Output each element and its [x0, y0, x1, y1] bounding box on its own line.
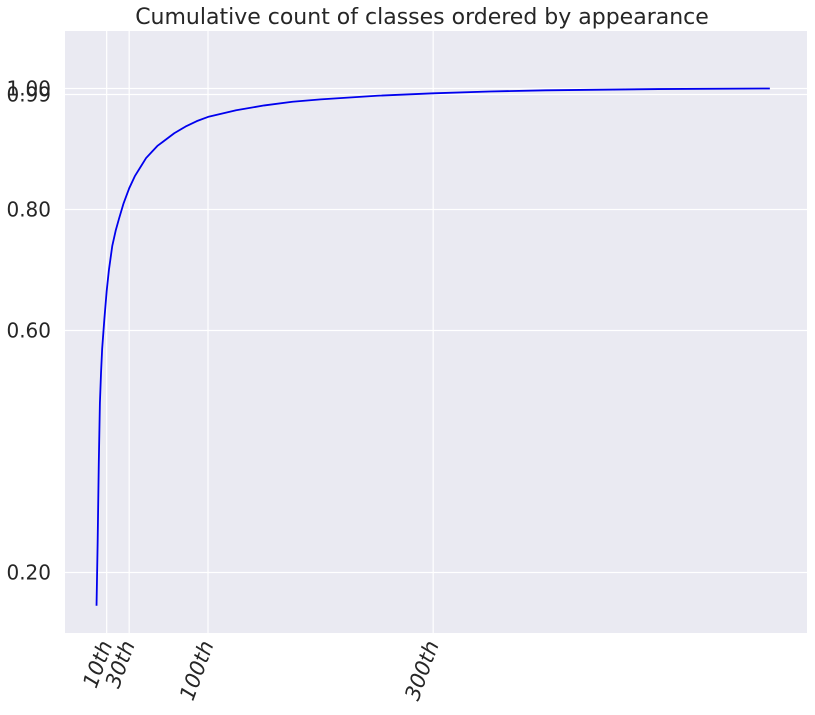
- y-tick-label-0: 0.20: [6, 560, 51, 584]
- y-tick-label-4: 1.00: [6, 76, 51, 100]
- chart-title: Cumulative count of classes ordered by a…: [135, 5, 709, 30]
- y-tick-labels: 0.200.600.800.991.00: [6, 76, 51, 584]
- y-tick-label-1: 0.60: [6, 318, 51, 342]
- plot-area: [65, 31, 807, 633]
- x-tick-label-2: 100th: [175, 638, 219, 704]
- x-tick-label-3: 300th: [400, 638, 444, 704]
- y-tick-label-2: 0.80: [6, 197, 51, 221]
